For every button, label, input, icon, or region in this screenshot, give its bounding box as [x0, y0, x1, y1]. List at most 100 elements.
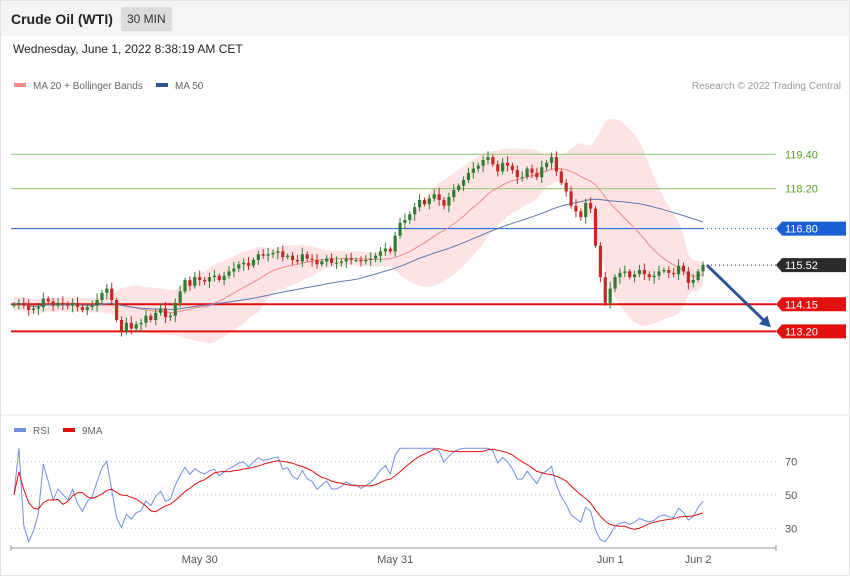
candle — [66, 301, 70, 310]
candle — [90, 300, 94, 311]
candle — [290, 252, 295, 266]
candle-body — [574, 205, 578, 212]
candle-body — [144, 315, 148, 323]
candle-body — [374, 255, 378, 259]
candle-body — [193, 277, 197, 286]
candle-body — [310, 258, 314, 260]
candles — [12, 151, 705, 337]
candle-body — [290, 255, 295, 260]
candle — [632, 270, 637, 283]
candle — [193, 272, 197, 289]
candle-body — [481, 160, 485, 166]
candle — [471, 162, 475, 179]
candle — [676, 259, 681, 281]
candle — [628, 269, 632, 280]
candle — [80, 304, 85, 313]
x-tick-label: May 30 — [182, 554, 218, 566]
candle — [12, 302, 16, 308]
candle — [232, 262, 236, 278]
candle-body — [183, 280, 187, 292]
candle — [545, 159, 549, 171]
candle-body — [383, 248, 387, 252]
candle-body — [129, 322, 133, 329]
legend-rsi-9ma: 9MA — [63, 426, 103, 437]
candle-body — [589, 202, 593, 209]
candle-body — [227, 271, 231, 276]
candle-body — [408, 214, 412, 220]
rsi-ma-line — [13, 448, 704, 530]
candle — [369, 252, 373, 266]
candle — [27, 299, 31, 316]
candle — [442, 197, 446, 210]
candle-body — [501, 162, 505, 172]
candle-body — [334, 262, 339, 264]
candle-body — [447, 197, 451, 206]
candle — [393, 232, 397, 257]
candle — [574, 199, 578, 218]
candle-body — [686, 271, 690, 283]
candle — [549, 152, 554, 170]
legend-rsi: RSI — [14, 426, 50, 437]
candle — [354, 257, 358, 263]
candle-body — [246, 262, 251, 266]
candle-body — [222, 275, 226, 280]
candle — [359, 256, 363, 267]
timeframe-badge[interactable]: 30 MIN — [121, 7, 172, 31]
candle — [525, 166, 529, 180]
legend-label: MA 50 — [175, 81, 204, 92]
candle — [168, 312, 172, 321]
candle-body — [266, 254, 270, 256]
candle-body — [276, 251, 280, 253]
candle — [325, 254, 329, 267]
candle — [56, 297, 60, 309]
candle-body — [530, 168, 534, 173]
candle — [105, 284, 109, 300]
candle — [207, 272, 212, 288]
candle-body — [339, 261, 343, 263]
legend-label: 9MA — [82, 426, 103, 437]
candle — [349, 252, 353, 265]
candle — [139, 318, 143, 331]
candle-body — [158, 308, 163, 313]
legend-ma20-bollinger: MA 20 + Bollinger Bands — [14, 81, 143, 92]
candle — [75, 297, 80, 312]
candle-body — [632, 274, 637, 278]
candle — [100, 289, 104, 304]
candle — [295, 254, 300, 265]
legend-swatch — [14, 83, 26, 88]
candle — [457, 183, 461, 193]
candle — [149, 313, 153, 323]
candle-body — [647, 274, 651, 278]
candle — [535, 167, 539, 181]
candle-body — [618, 272, 622, 278]
level-label: 114.15 — [785, 299, 818, 311]
candle-body — [61, 302, 65, 305]
candle — [61, 296, 65, 311]
candle — [286, 253, 290, 260]
x-tick-label: Jun 1 — [597, 554, 624, 566]
candle-body — [90, 305, 94, 308]
candle — [427, 194, 431, 210]
level-label: 115.52 — [785, 260, 818, 272]
candle-body — [325, 258, 329, 262]
candle — [662, 267, 666, 274]
candle — [144, 309, 148, 328]
candle — [642, 263, 646, 281]
candle-body — [66, 304, 70, 306]
candle-body — [198, 277, 202, 280]
candle-body — [388, 248, 392, 252]
candle-body — [173, 302, 177, 316]
candle-body — [564, 182, 568, 192]
candle-body — [295, 260, 300, 262]
candle-body — [251, 260, 256, 266]
candle — [237, 261, 241, 273]
candle-body — [422, 200, 427, 205]
candle — [154, 309, 158, 326]
candle-body — [623, 271, 627, 273]
candle-body — [681, 265, 686, 272]
candle-body — [242, 262, 246, 265]
candle-body — [432, 194, 436, 199]
candle-body — [701, 265, 705, 272]
candle-body — [496, 164, 500, 172]
candle — [315, 254, 319, 269]
